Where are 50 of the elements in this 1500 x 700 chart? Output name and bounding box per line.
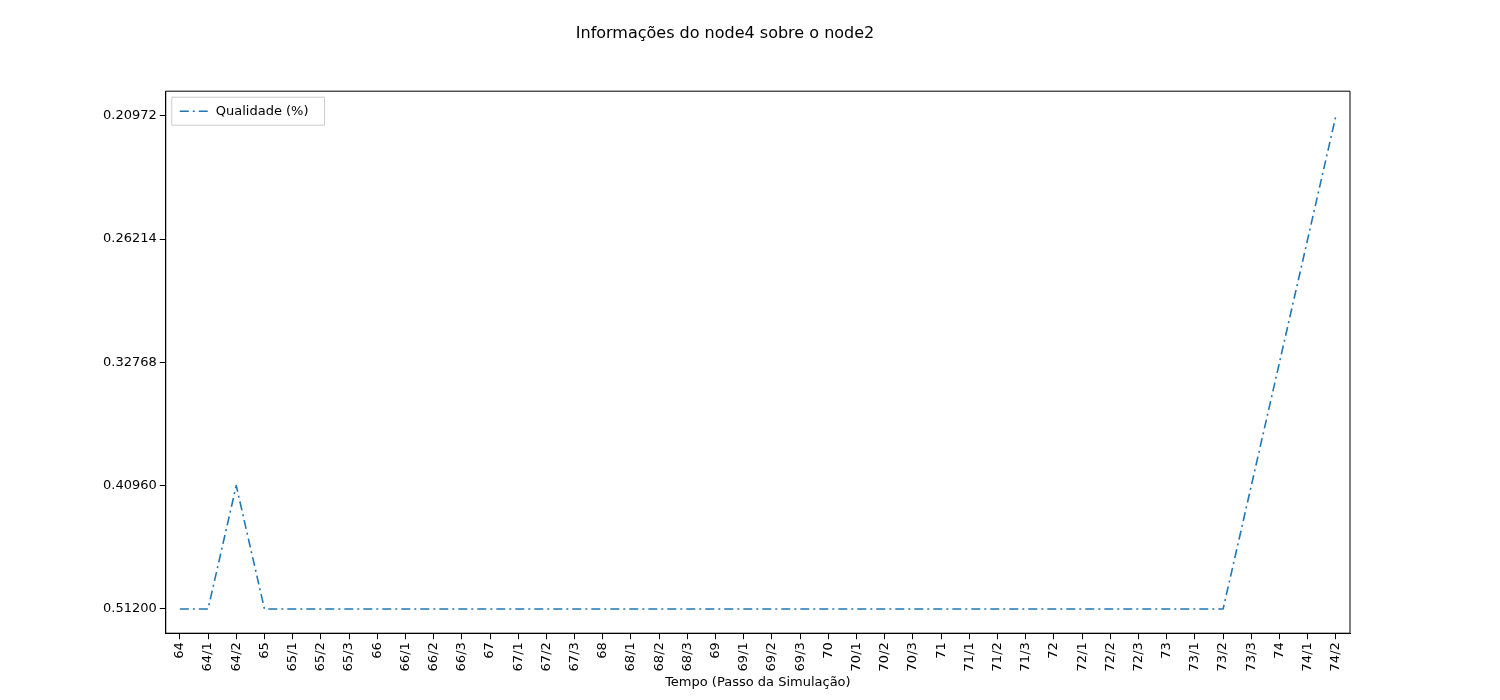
x-tick-label: 71/3 [1017, 642, 1033, 672]
x-tick-label: 67/1 [509, 642, 525, 672]
y-tick-label: 0.51200 [102, 600, 157, 616]
x-tick-label: 70/1 [847, 642, 863, 672]
x-tick-label: 69/3 [791, 642, 807, 672]
x-tick-label: 69/1 [735, 642, 751, 672]
x-tick-label: 72 [1045, 642, 1061, 659]
x-tick-label: 72/3 [1129, 642, 1145, 672]
x-axis-title: Tempo (Passo da Simulação) [664, 673, 851, 689]
x-tick-label: 73/2 [1214, 642, 1230, 672]
legend-label: Qualidade (%) [215, 102, 309, 118]
x-tick-label: 73/3 [1242, 642, 1258, 672]
x-tick-label: 72/1 [1073, 642, 1089, 672]
x-tick-label: 68/1 [622, 642, 638, 672]
y-tick-label: 0.32768 [102, 353, 157, 369]
y-tick-label: 0.40960 [102, 477, 157, 493]
x-tick-label: 69/2 [763, 642, 779, 672]
x-tick-label: 71 [932, 642, 948, 659]
x-tick-label: 68 [594, 642, 610, 659]
y-tick-label: 0.26214 [102, 230, 157, 246]
x-tick-label: 68/2 [650, 642, 666, 672]
x-tick-label: 66 [368, 642, 384, 659]
x-tick-label: 74/1 [1299, 642, 1315, 672]
x-tick-label: 65/1 [284, 642, 300, 672]
x-tick-label: 73 [1158, 642, 1174, 659]
x-tick-label: 66/2 [425, 642, 440, 672]
x-tick-label: 64/1 [199, 642, 215, 672]
x-tick-label: 70 [819, 642, 835, 659]
x-tick-label: 65/3 [340, 642, 356, 672]
x-tick-label: 72/2 [1101, 642, 1117, 672]
x-tick-label: 67 [481, 642, 497, 659]
x-tick-label: 64/2 [227, 642, 243, 672]
y-tick-label: 0.20972 [102, 107, 157, 123]
x-tick-label: 67/3 [565, 642, 581, 672]
x-tick-label: 68/3 [678, 642, 694, 672]
x-tick-label: 69 [706, 642, 722, 659]
x-tick-label: 66/1 [396, 642, 412, 672]
x-tick-label: 70/2 [876, 642, 892, 672]
x-tick-label: 71/2 [988, 642, 1004, 672]
x-tick-label: 70/3 [904, 642, 920, 672]
x-tick-label: 74 [1270, 642, 1286, 659]
x-tick-label: 73/1 [1186, 642, 1202, 672]
x-tick-label: 71/1 [960, 642, 976, 672]
x-tick-label: 65/2 [312, 642, 328, 672]
x-tick-label: 67/2 [537, 642, 553, 672]
x-tick-label: 65 [255, 642, 271, 659]
x-tick-label: 64 [171, 642, 187, 659]
x-tick-label: 66/3 [453, 642, 469, 672]
chart-title: Informações do node4 sobre o node2 [575, 22, 875, 42]
x-tick-label: 74/2 [1327, 642, 1343, 672]
